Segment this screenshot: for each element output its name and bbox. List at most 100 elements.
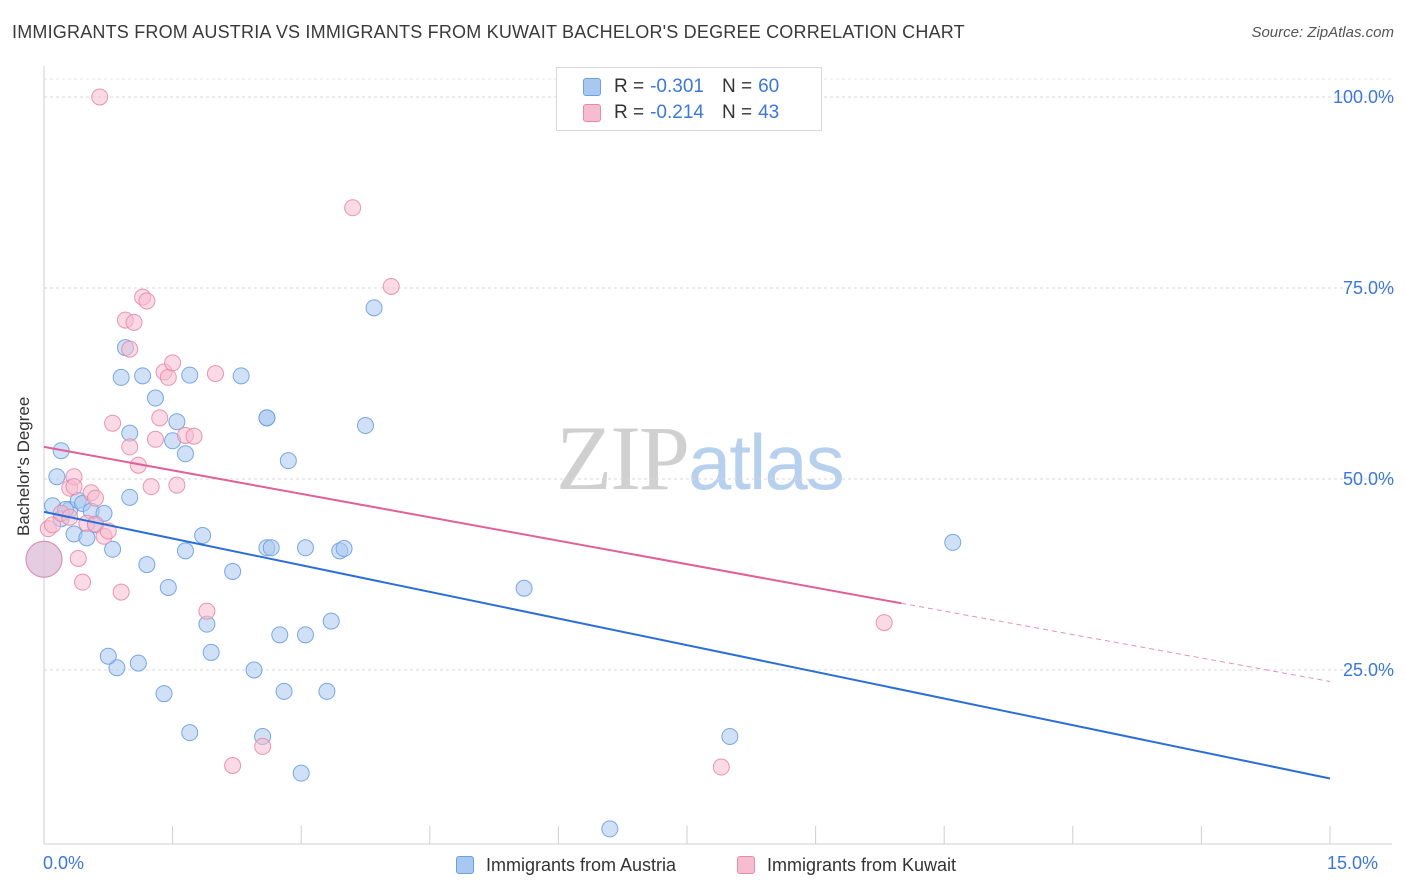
scatter-point-kuwait <box>151 409 169 427</box>
scatter-point-kuwait <box>185 427 203 445</box>
scatter-point-austria <box>944 533 962 551</box>
scatter-point-austria <box>138 556 156 574</box>
scatter-point-kuwait <box>121 438 139 456</box>
trend-line-kuwait-extrapolated <box>901 602 1331 682</box>
scatter-point-austria <box>121 488 139 506</box>
y-tick-25: 25.0% <box>1342 660 1394 680</box>
scatter-point-kuwait <box>44 516 62 534</box>
legend-n-label: N = <box>721 102 753 123</box>
scatter-point-austria <box>181 366 199 384</box>
scatter-point-kuwait <box>254 737 272 755</box>
scatter-point-austria <box>357 417 374 435</box>
x-tick-min: 0.0% <box>43 853 85 873</box>
scatter-point-austria <box>601 820 619 838</box>
legend-swatch-austria <box>456 856 474 874</box>
legend-swatch-austria <box>583 78 601 96</box>
scatter-point-austria <box>318 682 336 700</box>
scatter-point-austria <box>296 626 314 644</box>
scatter-point-kuwait <box>25 540 63 578</box>
scatter-point-kuwait <box>159 368 177 386</box>
x-tick-max: 15.0% <box>1327 853 1379 873</box>
scatter-point-austria <box>168 413 186 431</box>
watermark-atlas: atlas <box>688 418 845 506</box>
legend-r-value: -0.214 <box>650 102 704 123</box>
scatter-point-kuwait <box>206 365 224 383</box>
scatter-point-kuwait <box>125 313 143 331</box>
scatter-point-kuwait <box>198 602 216 620</box>
scatter-point-austria <box>322 612 340 630</box>
scatter-point-austria <box>232 367 250 385</box>
legend-swatch-kuwait <box>737 856 755 874</box>
scatter-point-austria <box>194 527 212 545</box>
scatter-point-kuwait <box>104 414 122 432</box>
scatter-point-kuwait <box>121 340 139 358</box>
scatter-point-austria <box>48 468 66 486</box>
scatter-point-austria <box>279 452 297 470</box>
legend-row-austria: R = -0.301 N = 60 <box>583 76 779 98</box>
scatter-point-austria <box>296 539 314 557</box>
trend-line-austria <box>43 510 1331 780</box>
scatter-point-kuwait <box>65 478 83 496</box>
scatter-point-austria <box>292 764 310 782</box>
scatter-point-austria <box>271 626 289 644</box>
legend-n-value: 43 <box>758 102 780 123</box>
scatter-point-kuwait <box>382 277 400 295</box>
legend-row-kuwait: R = -0.214 N = 43 <box>583 102 779 124</box>
scatter-point-austria <box>176 542 194 560</box>
scatter-point-kuwait <box>168 476 186 494</box>
legend-label-kuwait: Immigrants from Kuwait <box>767 854 957 875</box>
scatter-point-kuwait <box>142 478 160 496</box>
scatter-point-austria <box>176 445 194 463</box>
legend-swatch-kuwait <box>583 104 601 122</box>
bottom-legend-kuwait[interactable]: Immigrants from Kuwait <box>737 853 956 877</box>
scatter-point-kuwait <box>69 549 87 567</box>
y-axis-label: Bachelor's Degree <box>14 396 33 536</box>
scatter-point-kuwait <box>224 757 242 774</box>
scatter-point-austria <box>112 368 130 386</box>
scatter-point-austria <box>104 540 122 558</box>
scatter-point-austria <box>224 562 242 580</box>
stats-legend: R = -0.301 N = 60 R = -0.214 N = 43 <box>556 67 822 131</box>
scatter-point-austria <box>99 647 117 665</box>
scatter-point-austria <box>245 661 263 679</box>
scatter-point-austria <box>335 540 353 558</box>
scatter-point-kuwait <box>138 292 156 310</box>
scatter-point-austria <box>275 682 293 700</box>
scatter-point-kuwait <box>146 430 164 448</box>
scatter-point-austria <box>365 299 383 317</box>
scatter-point-austria <box>515 579 533 597</box>
scatter-point-austria <box>146 389 164 407</box>
scatter-point-austria <box>108 659 126 677</box>
y-tick-75: 75.0% <box>1342 278 1394 298</box>
scatter-point-austria <box>721 727 739 745</box>
scatter-point-austria <box>258 409 276 427</box>
watermark-zip: ZIP <box>556 407 690 509</box>
y-tick-100: 100.0% <box>1332 87 1394 107</box>
scatter-point-kuwait <box>344 199 362 217</box>
scatter-point-kuwait <box>875 614 893 632</box>
legend-r-label: R = <box>614 76 645 97</box>
trend-line-kuwait <box>43 445 902 605</box>
scatter-point-austria <box>159 578 177 596</box>
legend-n-label: N = <box>721 76 753 97</box>
chart-title: IMMIGRANTS FROM AUSTRIA VS IMMIGRANTS FR… <box>12 22 965 42</box>
scatter-point-austria <box>262 539 280 557</box>
scatter-point-austria <box>202 643 220 661</box>
scatter-point-kuwait <box>712 758 730 776</box>
legend-label-austria: Immigrants from Austria <box>486 854 677 875</box>
scatter-point-kuwait <box>74 573 92 591</box>
legend-r-label: R = <box>614 102 645 123</box>
scatter-point-kuwait <box>91 88 109 106</box>
scatter-point-austria <box>129 654 147 672</box>
scatter-point-austria <box>155 685 173 703</box>
source-label: Source: ZipAtlas.com <box>1251 24 1394 41</box>
scatter-point-kuwait <box>86 489 104 507</box>
watermark: ZIPatlas <box>556 405 845 511</box>
scatter-point-kuwait <box>164 354 182 372</box>
legend-n-value: 60 <box>758 76 780 97</box>
legend-r-value: -0.301 <box>650 76 704 97</box>
scatter-point-kuwait <box>112 583 130 601</box>
scatter-point-austria <box>181 724 199 742</box>
bottom-legend-austria[interactable]: Immigrants from Austria <box>456 853 676 877</box>
